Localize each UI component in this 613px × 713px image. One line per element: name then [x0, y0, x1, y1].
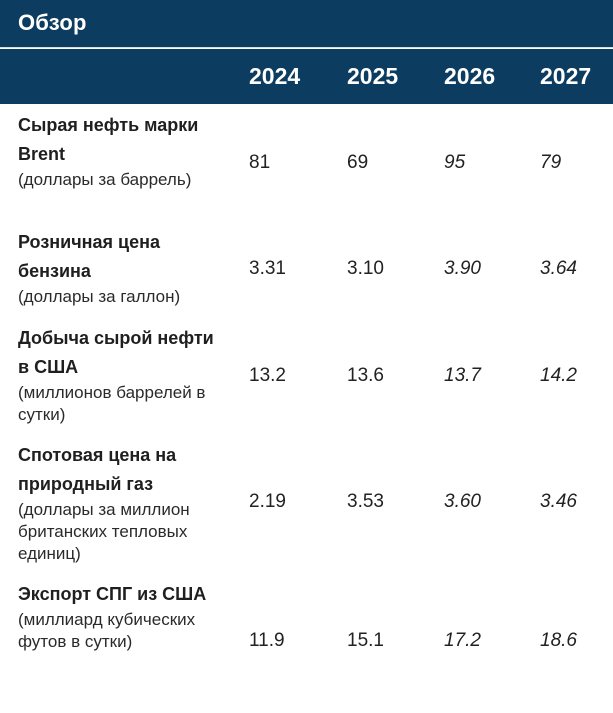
cell-2025: 15.1: [347, 630, 384, 651]
cell-2025: 13.6: [347, 365, 384, 386]
cell-2026: 95: [444, 152, 466, 173]
cell-2025: 3.10: [347, 258, 384, 279]
row-unit: (доллары за баррель): [18, 170, 192, 189]
row-name: Спотовая цена на природный газ: [18, 445, 177, 494]
cell-2026: 17.2: [444, 630, 481, 651]
cell-2027: 14.2: [540, 365, 577, 386]
cell-2025: 3.53: [347, 491, 384, 512]
row-name: Добыча сырой нефти в США: [18, 328, 214, 377]
row-label: Сырая нефть марки Brent (доллары за барр…: [18, 111, 223, 191]
cell-2027: 3.64: [540, 258, 577, 279]
column-header-2025: 2025: [347, 63, 399, 89]
row-unit: (доллары за галлон): [18, 287, 181, 306]
page-title: Обзор: [18, 10, 87, 35]
row-name: Сырая нефть марки Brent: [18, 115, 199, 164]
table-header: 2024 2025 2026 2027: [0, 49, 613, 104]
row-name: Розничная цена бензина: [18, 232, 160, 281]
row-unit: (миллионов баррелей в сутки): [18, 383, 206, 424]
row-name: Экспорт СПГ из США: [18, 584, 207, 604]
column-header-2026: 2026: [444, 63, 496, 89]
row-label: Спотовая цена на природный газ (доллары …: [18, 441, 223, 565]
cell-2026: 13.7: [444, 365, 481, 386]
column-header-2027: 2027: [540, 63, 592, 89]
row-label: Добыча сырой нефти в США (миллионов барр…: [18, 324, 223, 426]
row-label: Розничная цена бензина (доллары за галло…: [18, 228, 223, 308]
title-bar: Обзор: [0, 0, 613, 48]
row-unit: (миллиард кубических футов в сутки): [18, 610, 196, 651]
cell-2024: 81: [249, 152, 271, 173]
row-unit: (доллары за миллион британских тепловых …: [18, 500, 190, 563]
cell-2026: 3.90: [444, 258, 481, 279]
cell-2025: 69: [347, 152, 369, 173]
row-label: Экспорт СПГ из США (миллиард кубических …: [18, 580, 223, 653]
cell-2026: 3.60: [444, 491, 481, 512]
column-header-2024: 2024: [249, 63, 301, 89]
cell-2024: 13.2: [249, 365, 286, 386]
cell-2024: 3.31: [249, 258, 286, 279]
cell-2027: 18.6: [540, 630, 577, 651]
cell-2024: 2.19: [249, 491, 286, 512]
cell-2027: 79: [540, 152, 562, 173]
cell-2024: 11.9: [249, 630, 285, 651]
cell-2027: 3.46: [540, 491, 577, 512]
